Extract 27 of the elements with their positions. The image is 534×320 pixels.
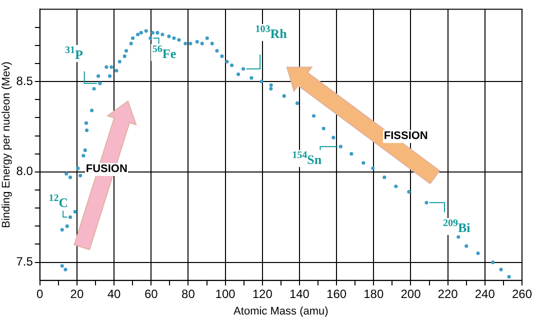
annotation: FISSION (382, 130, 429, 144)
x-tick-label: 240 (474, 286, 496, 301)
x-axis-title: Atomic Mass (amu) (234, 305, 328, 318)
x-tick-label: 180 (364, 286, 384, 301)
annotation: FUSION (84, 163, 128, 176)
y-axis-title: Binding Energy per nucleon (Mev) (0, 62, 13, 228)
annotation: $^{209}$Bi (442, 218, 472, 236)
x-tick-label: 0 (36, 286, 44, 301)
annotation: $^{56}$Fe (151, 44, 178, 61)
x-tick-label: 60 (144, 286, 158, 301)
annotation: $^{103}$Rh (254, 24, 288, 42)
x-tick-label: 20 (70, 286, 84, 301)
x-tick-label: 160 (326, 286, 347, 301)
x-tick-label: 220 (438, 286, 458, 301)
x-tick-label: 40 (107, 286, 122, 301)
annotation: $^{12}$C (48, 192, 70, 210)
x-tick-label: 200 (400, 286, 422, 301)
x-tick-label: 120 (252, 286, 273, 301)
annotation: $^{154}$Sn (291, 150, 323, 168)
x-tick-label: 260 (512, 286, 532, 301)
x-tick-label: 140 (289, 286, 310, 301)
x-tick-label: 80 (182, 286, 196, 301)
x-tick-label: 100 (215, 286, 236, 301)
y-tick-label: 8.5 (16, 74, 34, 88)
y-tick-label: 7.5 (16, 254, 34, 269)
y-tick-label: 8.0 (16, 164, 34, 178)
annotation: $^{31}$P (64, 44, 84, 62)
